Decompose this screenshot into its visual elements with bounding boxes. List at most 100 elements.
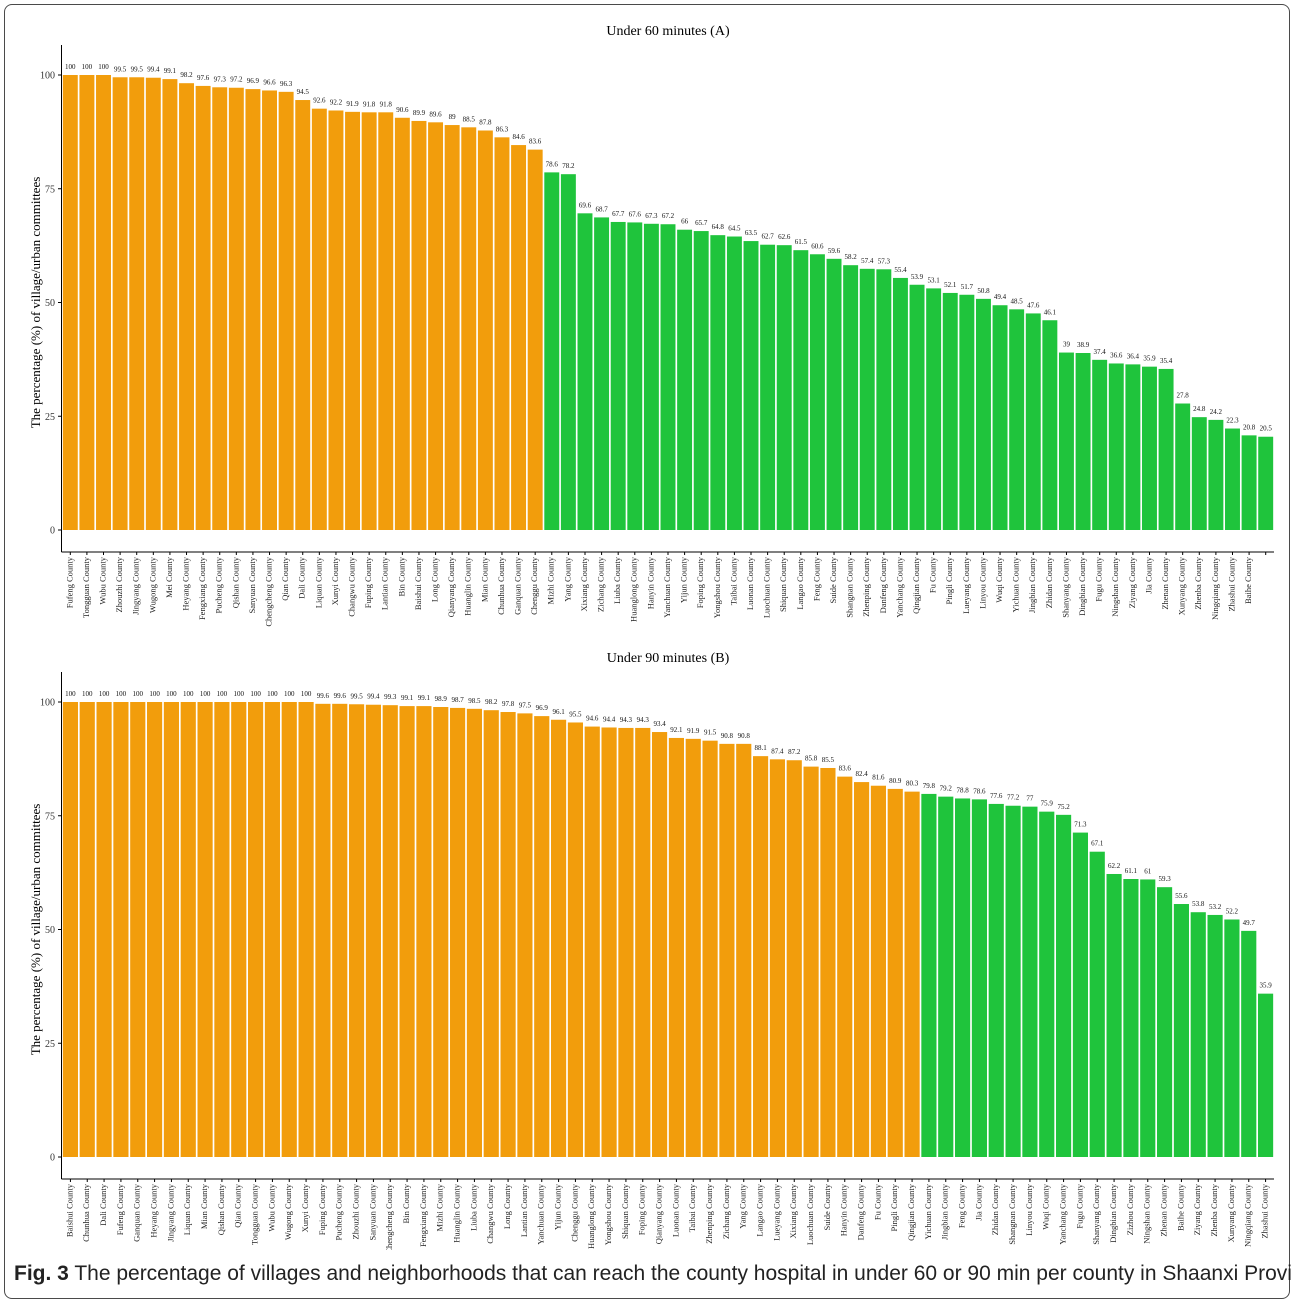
bar bbox=[736, 743, 752, 1157]
data-label: 79.8 bbox=[923, 782, 936, 790]
data-label: 36.6 bbox=[1110, 351, 1123, 359]
data-label: 100 bbox=[65, 690, 76, 698]
x-tick-label: Foping County bbox=[637, 1183, 647, 1235]
data-label: 65.7 bbox=[695, 219, 708, 227]
data-label: 89.9 bbox=[413, 109, 426, 117]
bar bbox=[726, 236, 742, 530]
x-tick-label: Xunyi County bbox=[300, 1183, 310, 1232]
bar bbox=[262, 90, 277, 530]
data-label: 69.6 bbox=[579, 201, 592, 209]
x-tick-label: Lantian County bbox=[519, 1183, 529, 1237]
data-label: 100 bbox=[98, 63, 109, 71]
x-tick-label: Luonan County bbox=[670, 1183, 680, 1237]
bar bbox=[264, 702, 280, 1157]
data-label: 35.4 bbox=[1160, 357, 1173, 365]
bar bbox=[1056, 814, 1072, 1157]
bar bbox=[79, 702, 95, 1157]
y-tick-label: 0 bbox=[50, 1153, 55, 1164]
data-label: 98.2 bbox=[485, 698, 498, 706]
bar bbox=[854, 782, 870, 1157]
bar bbox=[145, 77, 161, 530]
x-tick-label: Jingbian County bbox=[1027, 556, 1037, 613]
y-tick-label: 75 bbox=[45, 811, 55, 822]
x-tick-label: Baishui County bbox=[413, 556, 423, 610]
bar bbox=[594, 217, 610, 530]
bar bbox=[1022, 806, 1038, 1157]
x-tick-label: Sanyuan County bbox=[247, 556, 257, 613]
data-label: 48.5 bbox=[1011, 297, 1024, 305]
bar bbox=[1207, 914, 1223, 1157]
bar bbox=[577, 213, 593, 530]
bar bbox=[859, 268, 875, 530]
bar bbox=[129, 77, 145, 531]
bar bbox=[776, 245, 792, 531]
bar bbox=[904, 791, 920, 1157]
x-tick-label: Jia County bbox=[1143, 556, 1153, 593]
data-label: 80.9 bbox=[889, 777, 902, 785]
bar bbox=[461, 127, 477, 530]
bar bbox=[349, 704, 365, 1157]
bar bbox=[298, 702, 314, 1157]
data-label: 78.8 bbox=[956, 786, 969, 794]
bar bbox=[1191, 417, 1207, 530]
y-tick-label: 50 bbox=[45, 925, 55, 936]
x-tick-label: Yichuan County bbox=[923, 1183, 933, 1239]
bar bbox=[627, 222, 643, 531]
x-tick-label: Fugu County bbox=[1074, 1183, 1084, 1228]
x-tick-label: Yongshou County bbox=[603, 1183, 613, 1245]
x-tick-label: Fufeng County bbox=[64, 556, 74, 608]
x-tick-label: Pingli County bbox=[944, 556, 954, 604]
data-label: 67.2 bbox=[662, 212, 675, 220]
data-label: 90.8 bbox=[721, 732, 734, 740]
data-label: 83.6 bbox=[529, 138, 542, 146]
data-label: 39 bbox=[1063, 341, 1071, 349]
x-tick-label: Wugong County bbox=[283, 1183, 293, 1240]
y-tick-label: 100 bbox=[40, 71, 55, 82]
x-tick-label: Yijun County bbox=[679, 556, 689, 603]
data-label: 53.8 bbox=[1192, 900, 1205, 908]
x-tick-label: Yanchang County bbox=[894, 556, 904, 618]
x-tick-label: Shiquan County bbox=[620, 1183, 630, 1239]
bar bbox=[179, 83, 194, 530]
data-label: 77.6 bbox=[990, 792, 1003, 800]
x-tick-label: Mian County bbox=[479, 556, 489, 602]
x-tick-label: Ningshan County bbox=[1110, 556, 1120, 616]
x-tick-label: Mizhi County bbox=[435, 1183, 445, 1231]
data-label: 83.6 bbox=[839, 765, 852, 773]
x-tick-label: Yanchang County bbox=[1058, 1183, 1068, 1245]
data-label: 59.6 bbox=[828, 247, 841, 255]
bar bbox=[399, 706, 415, 1157]
y-tick-label: 25 bbox=[45, 412, 55, 423]
x-tick-label: Huanglin County bbox=[463, 556, 473, 616]
data-label: 77 bbox=[1026, 795, 1034, 803]
bar bbox=[228, 87, 244, 531]
bar bbox=[1009, 309, 1025, 530]
bar bbox=[618, 727, 634, 1157]
data-label: 100 bbox=[183, 690, 194, 698]
x-tick-label: Jingbian County bbox=[940, 1183, 950, 1240]
x-tick-label: Zhenba County bbox=[1209, 1183, 1219, 1236]
bar bbox=[1140, 879, 1156, 1157]
data-label: 87.8 bbox=[479, 119, 492, 127]
data-label: 71.3 bbox=[1074, 821, 1087, 829]
y-tick-label: 75 bbox=[45, 184, 55, 195]
data-label: 99.4 bbox=[147, 66, 160, 74]
x-tick-label: Dingbian County bbox=[1108, 1183, 1118, 1243]
x-tick-label: Dingbian County bbox=[1077, 556, 1087, 616]
data-label: 66 bbox=[681, 218, 689, 226]
x-tick-label: Tongguan County bbox=[81, 556, 91, 618]
x-tick-label: Fu County bbox=[872, 1183, 882, 1220]
x-tick-label: Jia County bbox=[973, 1183, 983, 1220]
bar bbox=[281, 702, 297, 1157]
data-label: 85.8 bbox=[805, 755, 818, 763]
bar bbox=[1258, 993, 1274, 1157]
x-tick-label: Baihe County bbox=[1175, 1183, 1185, 1231]
x-tick-label: Bin County bbox=[401, 1183, 411, 1223]
y-tick-label: 25 bbox=[45, 1039, 55, 1050]
bar bbox=[1225, 428, 1240, 530]
data-label: 79.2 bbox=[940, 785, 953, 793]
data-label: 97.5 bbox=[519, 701, 532, 709]
x-tick-label: Baishui County bbox=[64, 1183, 74, 1237]
bar bbox=[1241, 435, 1257, 530]
data-label: 94.4 bbox=[603, 715, 616, 723]
